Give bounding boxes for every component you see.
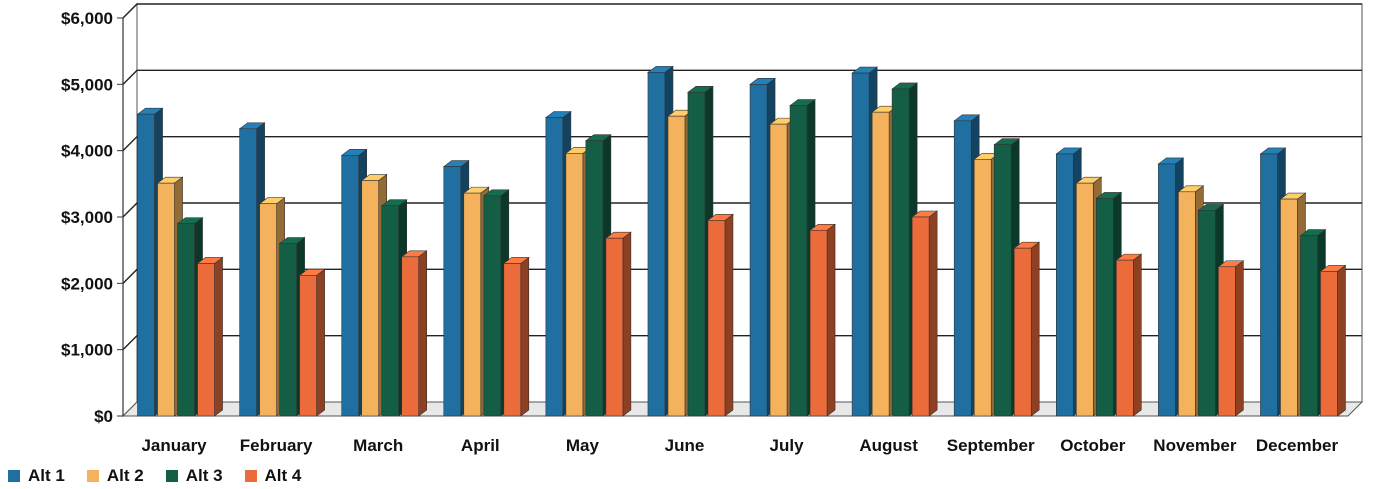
gridline — [122, 69, 1362, 85]
bar — [196, 256, 224, 417]
y-tick-label: $1,000 — [61, 341, 113, 360]
bar — [891, 82, 919, 417]
y-tick-label: $6,000 — [61, 9, 113, 28]
legend-swatch — [244, 470, 257, 482]
x-tick-label: June — [665, 436, 705, 455]
y-axis: $0 $1,000 $2,000 $3,000 $4,000 $5,000 $6,000 — [61, 9, 124, 426]
bar — [1217, 260, 1245, 417]
bars — [136, 65, 1347, 417]
x-tick-label: December — [1256, 436, 1339, 455]
legend-label: Alt 2 — [106, 466, 144, 485]
bar — [809, 223, 836, 417]
x-tick-label: November — [1153, 436, 1237, 455]
gridline — [122, 135, 1362, 152]
bar — [604, 231, 632, 417]
legend-label: Alt 1 — [28, 466, 65, 485]
bar — [502, 256, 530, 417]
legend-item: Alt 1 — [8, 466, 65, 486]
x-tick-label: February — [240, 436, 313, 455]
gridline — [122, 334, 1362, 351]
y-tick-label: $3,000 — [61, 208, 113, 227]
x-tick-label: September — [947, 436, 1035, 455]
gridline — [122, 268, 1362, 284]
legend-swatch — [86, 470, 99, 482]
legend-item: Alt 4 — [244, 466, 302, 486]
y-tick-label: $4,000 — [61, 142, 113, 161]
gridlines — [122, 3, 1362, 351]
legend-item: Alt 2 — [86, 466, 144, 486]
legend-label: Alt 4 — [264, 466, 302, 485]
bar — [1319, 264, 1347, 417]
y-tick-label: $2,000 — [61, 274, 113, 293]
legend-item: Alt 3 — [165, 466, 223, 486]
floor — [121, 401, 1364, 417]
bar — [911, 210, 939, 417]
x-tick-label: January — [141, 436, 207, 455]
gridline — [122, 3, 1362, 19]
bar — [1013, 241, 1041, 417]
legend-swatch — [8, 470, 20, 482]
y-tick-label: $0 — [94, 407, 113, 426]
legend-label: Alt 3 — [185, 466, 223, 485]
x-tick-label: August — [859, 436, 918, 455]
x-axis: January February March April May June July Augu… — [141, 436, 1338, 455]
x-tick-label: March — [353, 436, 403, 455]
bar — [298, 268, 326, 417]
chart: $0 $1,000 $2,000 $3,000 $4,000 $5,000 $6,000 J… — [61, 2, 1364, 455]
bar — [707, 213, 734, 417]
y-tick-label: $5,000 — [61, 75, 113, 94]
x-tick-label: July — [770, 436, 805, 455]
legend-swatch — [165, 470, 178, 482]
x-tick-label: October — [1060, 436, 1126, 455]
x-tick-label: April — [461, 436, 500, 455]
bar — [1115, 253, 1143, 417]
gridline — [122, 202, 1362, 218]
bar — [400, 250, 428, 417]
legend: Alt 1 Alt 2 Alt 3 Alt 4 — [8, 466, 301, 486]
x-tick-label: May — [566, 436, 600, 455]
